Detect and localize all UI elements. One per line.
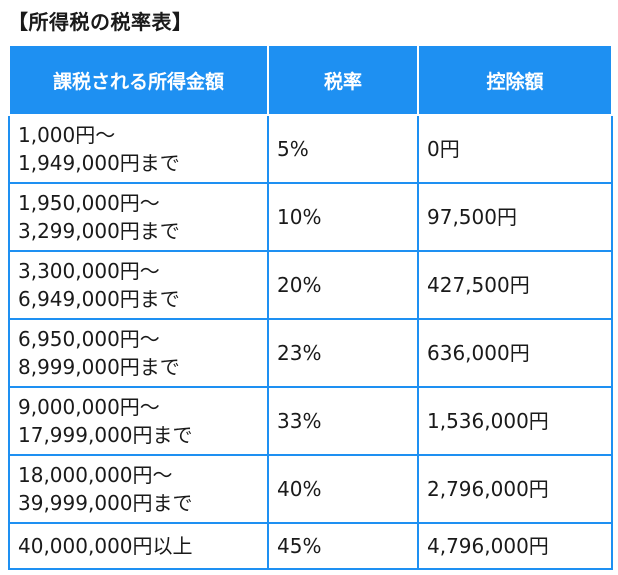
income-bracket-cell: 18,000,000円～ 39,999,000円まで — [8, 454, 269, 524]
table-row: 18,000,000円～ 39,999,000円まで 40% 2,796,000… — [8, 454, 613, 524]
deduction-cell: 4,796,000円 — [417, 522, 613, 570]
income-from: 9,000,000円～ — [18, 395, 160, 419]
income-to: 6,949,000円まで — [18, 287, 180, 311]
income-bracket-cell: 6,950,000円～ 8,999,000円まで — [8, 318, 269, 388]
table-row: 1,950,000円～ 3,299,000円まで 10% 97,500円 — [8, 182, 613, 252]
rate-cell: 20% — [267, 250, 419, 320]
income-to: 1,949,000円まで — [18, 151, 180, 175]
deduction-cell: 1,536,000円 — [417, 386, 613, 456]
income-to: 3,299,000円まで — [18, 219, 180, 243]
income-bracket-cell: 1,000円～ 1,949,000円まで — [8, 114, 269, 184]
income-from: 1,950,000円～ — [18, 191, 160, 215]
rate-cell: 45% — [267, 522, 419, 570]
deduction-cell: 97,500円 — [417, 182, 613, 252]
table-row: 1,000円～ 1,949,000円まで 5% 0円 — [8, 114, 613, 184]
income-bracket-cell: 9,000,000円～ 17,999,000円まで — [8, 386, 269, 456]
header-rate: 税率 — [267, 44, 419, 116]
deduction-cell: 636,000円 — [417, 318, 613, 388]
income-to: 8,999,000円まで — [18, 355, 180, 379]
tax-rate-table: 課税される所得金額 税率 控除額 1,000円～ 1,949,000円まで 5%… — [8, 44, 613, 570]
table-row: 9,000,000円～ 17,999,000円まで 33% 1,536,000円 — [8, 386, 613, 456]
rate-cell: 5% — [267, 114, 419, 184]
header-deduction: 控除額 — [417, 44, 613, 116]
rate-cell: 40% — [267, 454, 419, 524]
income-from: 1,000円～ — [18, 123, 116, 147]
rate-cell: 23% — [267, 318, 419, 388]
table-header-row: 課税される所得金額 税率 控除額 — [8, 44, 613, 116]
income-from: 40,000,000円以上 — [18, 534, 193, 558]
income-from: 3,300,000円～ — [18, 259, 160, 283]
rate-cell: 33% — [267, 386, 419, 456]
table-row: 6,950,000円～ 8,999,000円まで 23% 636,000円 — [8, 318, 613, 388]
table-row: 40,000,000円以上 45% 4,796,000円 — [8, 522, 613, 570]
table-row: 3,300,000円～ 6,949,000円まで 20% 427,500円 — [8, 250, 613, 320]
income-bracket-cell: 40,000,000円以上 — [8, 522, 269, 570]
income-from: 18,000,000円～ — [18, 463, 173, 487]
income-from: 6,950,000円～ — [18, 327, 160, 351]
deduction-cell: 2,796,000円 — [417, 454, 613, 524]
income-bracket-cell: 1,950,000円～ 3,299,000円まで — [8, 182, 269, 252]
income-to: 39,999,000円まで — [18, 491, 193, 515]
income-bracket-cell: 3,300,000円～ 6,949,000円まで — [8, 250, 269, 320]
deduction-cell: 427,500円 — [417, 250, 613, 320]
header-income: 課税される所得金額 — [8, 44, 269, 116]
rate-cell: 10% — [267, 182, 419, 252]
deduction-cell: 0円 — [417, 114, 613, 184]
income-to: 17,999,000円まで — [18, 423, 193, 447]
page-title: 【所得税の税率表】 — [8, 10, 193, 34]
